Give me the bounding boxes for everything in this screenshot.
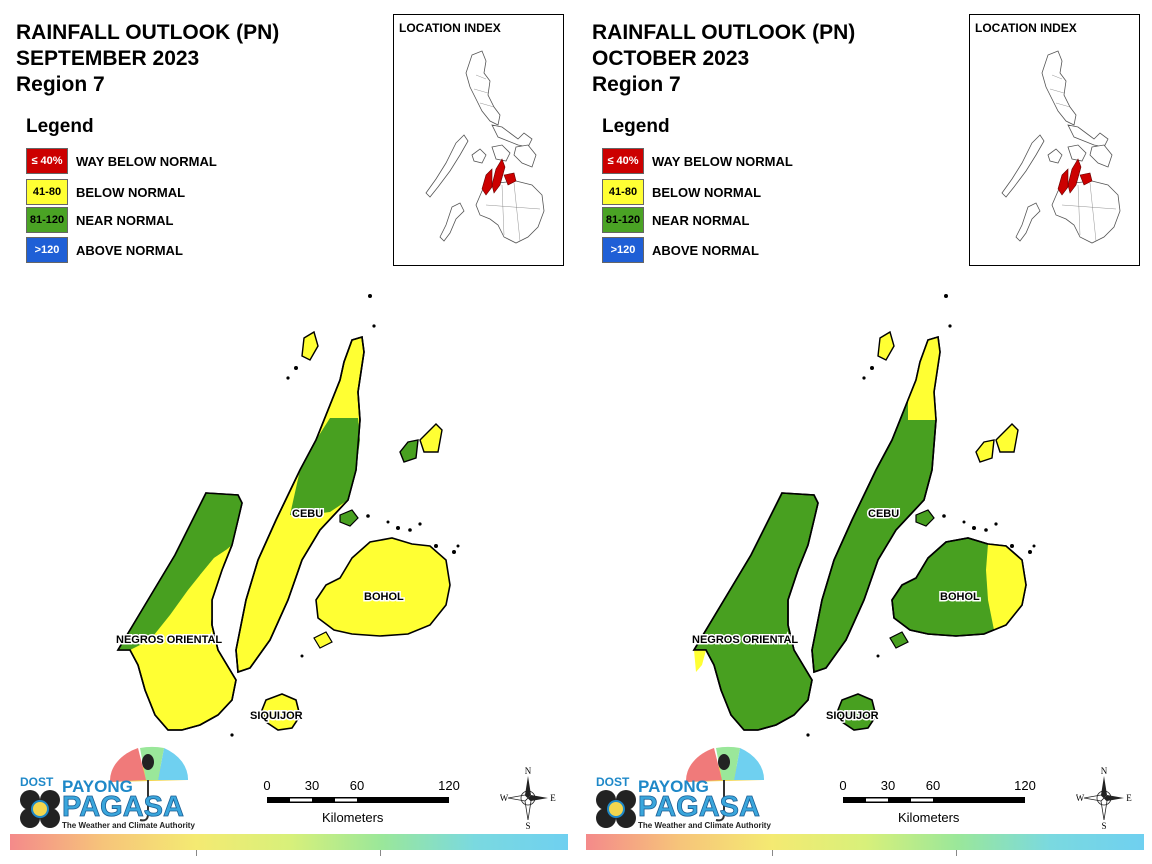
legend-label: ABOVE NORMAL xyxy=(76,243,183,258)
label-bohol: BOHOL xyxy=(940,591,980,603)
legend-label: ABOVE NORMAL xyxy=(652,243,759,258)
logo-payong: PAYONG xyxy=(62,777,133,796)
compass-s: S xyxy=(1101,821,1106,830)
label-cebu: CEBU xyxy=(292,508,323,520)
logo-pagasa: PAGASA xyxy=(638,791,760,823)
cebu-region xyxy=(235,330,443,674)
small-islets xyxy=(230,294,460,737)
bohol-region xyxy=(313,537,451,649)
map-title: RAINFALL OUTLOOK (PN) OCTOBER 2023 Regio… xyxy=(592,20,855,98)
legend-label: NEAR NORMAL xyxy=(652,213,750,228)
legend-swatch: 81-120 xyxy=(602,207,644,233)
title-line-1: RAINFALL OUTLOOK (PN) xyxy=(16,21,280,44)
legend-swatch: 41-80 xyxy=(26,179,68,205)
negros-oriental-region xyxy=(692,492,819,731)
label-bohol: BOHOL xyxy=(364,591,404,603)
compass-e: E xyxy=(550,793,556,803)
location-index-box: LOCATION INDEX xyxy=(969,14,1140,266)
compass-n: N xyxy=(1101,766,1108,776)
payong-pagasa-logo: DOST PAYONG PAGASA The Weather and Clima… xyxy=(18,742,218,832)
scale-tick: 120 xyxy=(1014,778,1036,793)
scale-tick: 30 xyxy=(880,778,896,793)
footer-gradient-bar xyxy=(586,834,1144,850)
map-title: RAINFALL OUTLOOK (PN) SEPTEMBER 2023 Reg… xyxy=(16,20,279,98)
scale-tick: 60 xyxy=(925,778,941,793)
label-siquijor: SIQUIJOR xyxy=(250,710,303,722)
siquijor-region xyxy=(261,693,301,731)
scale-bar: 0 30 60 120 Kilometers xyxy=(838,778,1038,828)
legend-swatch: >120 xyxy=(26,237,68,263)
legend-label: BELOW NORMAL xyxy=(76,185,186,200)
logo-tagline: The Weather and Climate Authority xyxy=(638,821,771,830)
compass-e: E xyxy=(1126,793,1132,803)
legend-title: Legend xyxy=(26,116,94,137)
gradient-tick xyxy=(380,850,381,856)
scale-tick: 60 xyxy=(349,778,365,793)
title-line-2: OCTOBER 2023 xyxy=(592,47,750,70)
scale-bar: 0 30 60 120 Kilometers xyxy=(262,778,462,828)
legend-label: WAY BELOW NORMAL xyxy=(652,154,793,169)
compass-s: S xyxy=(525,821,530,830)
legend-swatch: ≤ 40% xyxy=(602,148,644,174)
label-negros-oriental: NEGROS ORIENTAL xyxy=(692,634,798,646)
legend-swatch: ≤ 40% xyxy=(26,148,68,174)
gradient-tick xyxy=(772,850,773,856)
label-cebu: CEBU xyxy=(868,508,899,520)
scale-tick: 30 xyxy=(304,778,320,793)
pagasa-seal-icon xyxy=(596,790,636,828)
north-arrow-icon: N S W E xyxy=(1076,766,1133,831)
scale-tick: 0 xyxy=(839,778,847,793)
small-islets xyxy=(806,294,1036,737)
title-line-3: Region 7 xyxy=(592,73,681,96)
gradient-tick xyxy=(956,850,957,856)
legend-swatch: 81-120 xyxy=(26,207,68,233)
cebu-region xyxy=(811,330,1019,674)
logo-tagline: The Weather and Climate Authority xyxy=(62,821,195,830)
philippines-index-map xyxy=(1001,50,1121,244)
scale-tick: 120 xyxy=(438,778,460,793)
title-line-3: Region 7 xyxy=(16,73,105,96)
region7-map: CEBU BOHOL NEGROS ORIENTAL SIQUIJOR xyxy=(115,294,460,737)
scale-unit: Kilometers xyxy=(898,810,960,825)
logo-dost: DOST xyxy=(20,775,54,789)
legend-label: WAY BELOW NORMAL xyxy=(76,154,217,169)
scale-unit: Kilometers xyxy=(322,810,384,825)
location-index-box: LOCATION INDEX xyxy=(393,14,564,266)
logo-payong: PAYONG xyxy=(638,777,709,796)
title-line-1: RAINFALL OUTLOOK (PN) xyxy=(592,21,856,44)
label-negros-oriental: NEGROS ORIENTAL xyxy=(116,634,222,646)
pagasa-seal-icon xyxy=(20,790,60,828)
outlook-panel-october: RAINFALL OUTLOOK (PN) OCTOBER 2023 Regio… xyxy=(576,0,1152,864)
label-siquijor: SIQUIJOR xyxy=(826,710,879,722)
negros-oriental-region xyxy=(116,492,243,731)
north-arrow-icon: N S W E xyxy=(500,766,557,831)
legend-label: BELOW NORMAL xyxy=(652,185,762,200)
legend-swatch: >120 xyxy=(602,237,644,263)
title-line-2: SEPTEMBER 2023 xyxy=(16,47,200,70)
footer-gradient-bar xyxy=(10,834,568,850)
logo-dost: DOST xyxy=(596,775,630,789)
outlook-panel-september: RAINFALL OUTLOOK (PN) SEPTEMBER 2023 Reg… xyxy=(10,14,568,856)
legend-swatch: 41-80 xyxy=(602,179,644,205)
compass-w: W xyxy=(500,793,509,803)
payong-pagasa-logo: DOST PAYONG PAGASA The Weather and Clima… xyxy=(594,742,794,832)
philippines-index-map xyxy=(425,50,545,244)
logo-pagasa: PAGASA xyxy=(62,791,184,823)
region7-map: CEBU BOHOL NEGROS ORIENTAL SIQUIJOR xyxy=(691,294,1036,737)
legend-label: NEAR NORMAL xyxy=(76,213,174,228)
bohol-region xyxy=(889,537,1027,649)
compass-n: N xyxy=(525,766,532,776)
location-index-title: LOCATION INDEX xyxy=(975,21,1077,35)
scale-tick: 0 xyxy=(263,778,271,793)
compass-w: W xyxy=(1076,793,1085,803)
siquijor-region xyxy=(837,693,877,731)
gradient-tick xyxy=(196,850,197,856)
legend-title: Legend xyxy=(602,116,670,137)
location-index-title: LOCATION INDEX xyxy=(399,21,501,35)
